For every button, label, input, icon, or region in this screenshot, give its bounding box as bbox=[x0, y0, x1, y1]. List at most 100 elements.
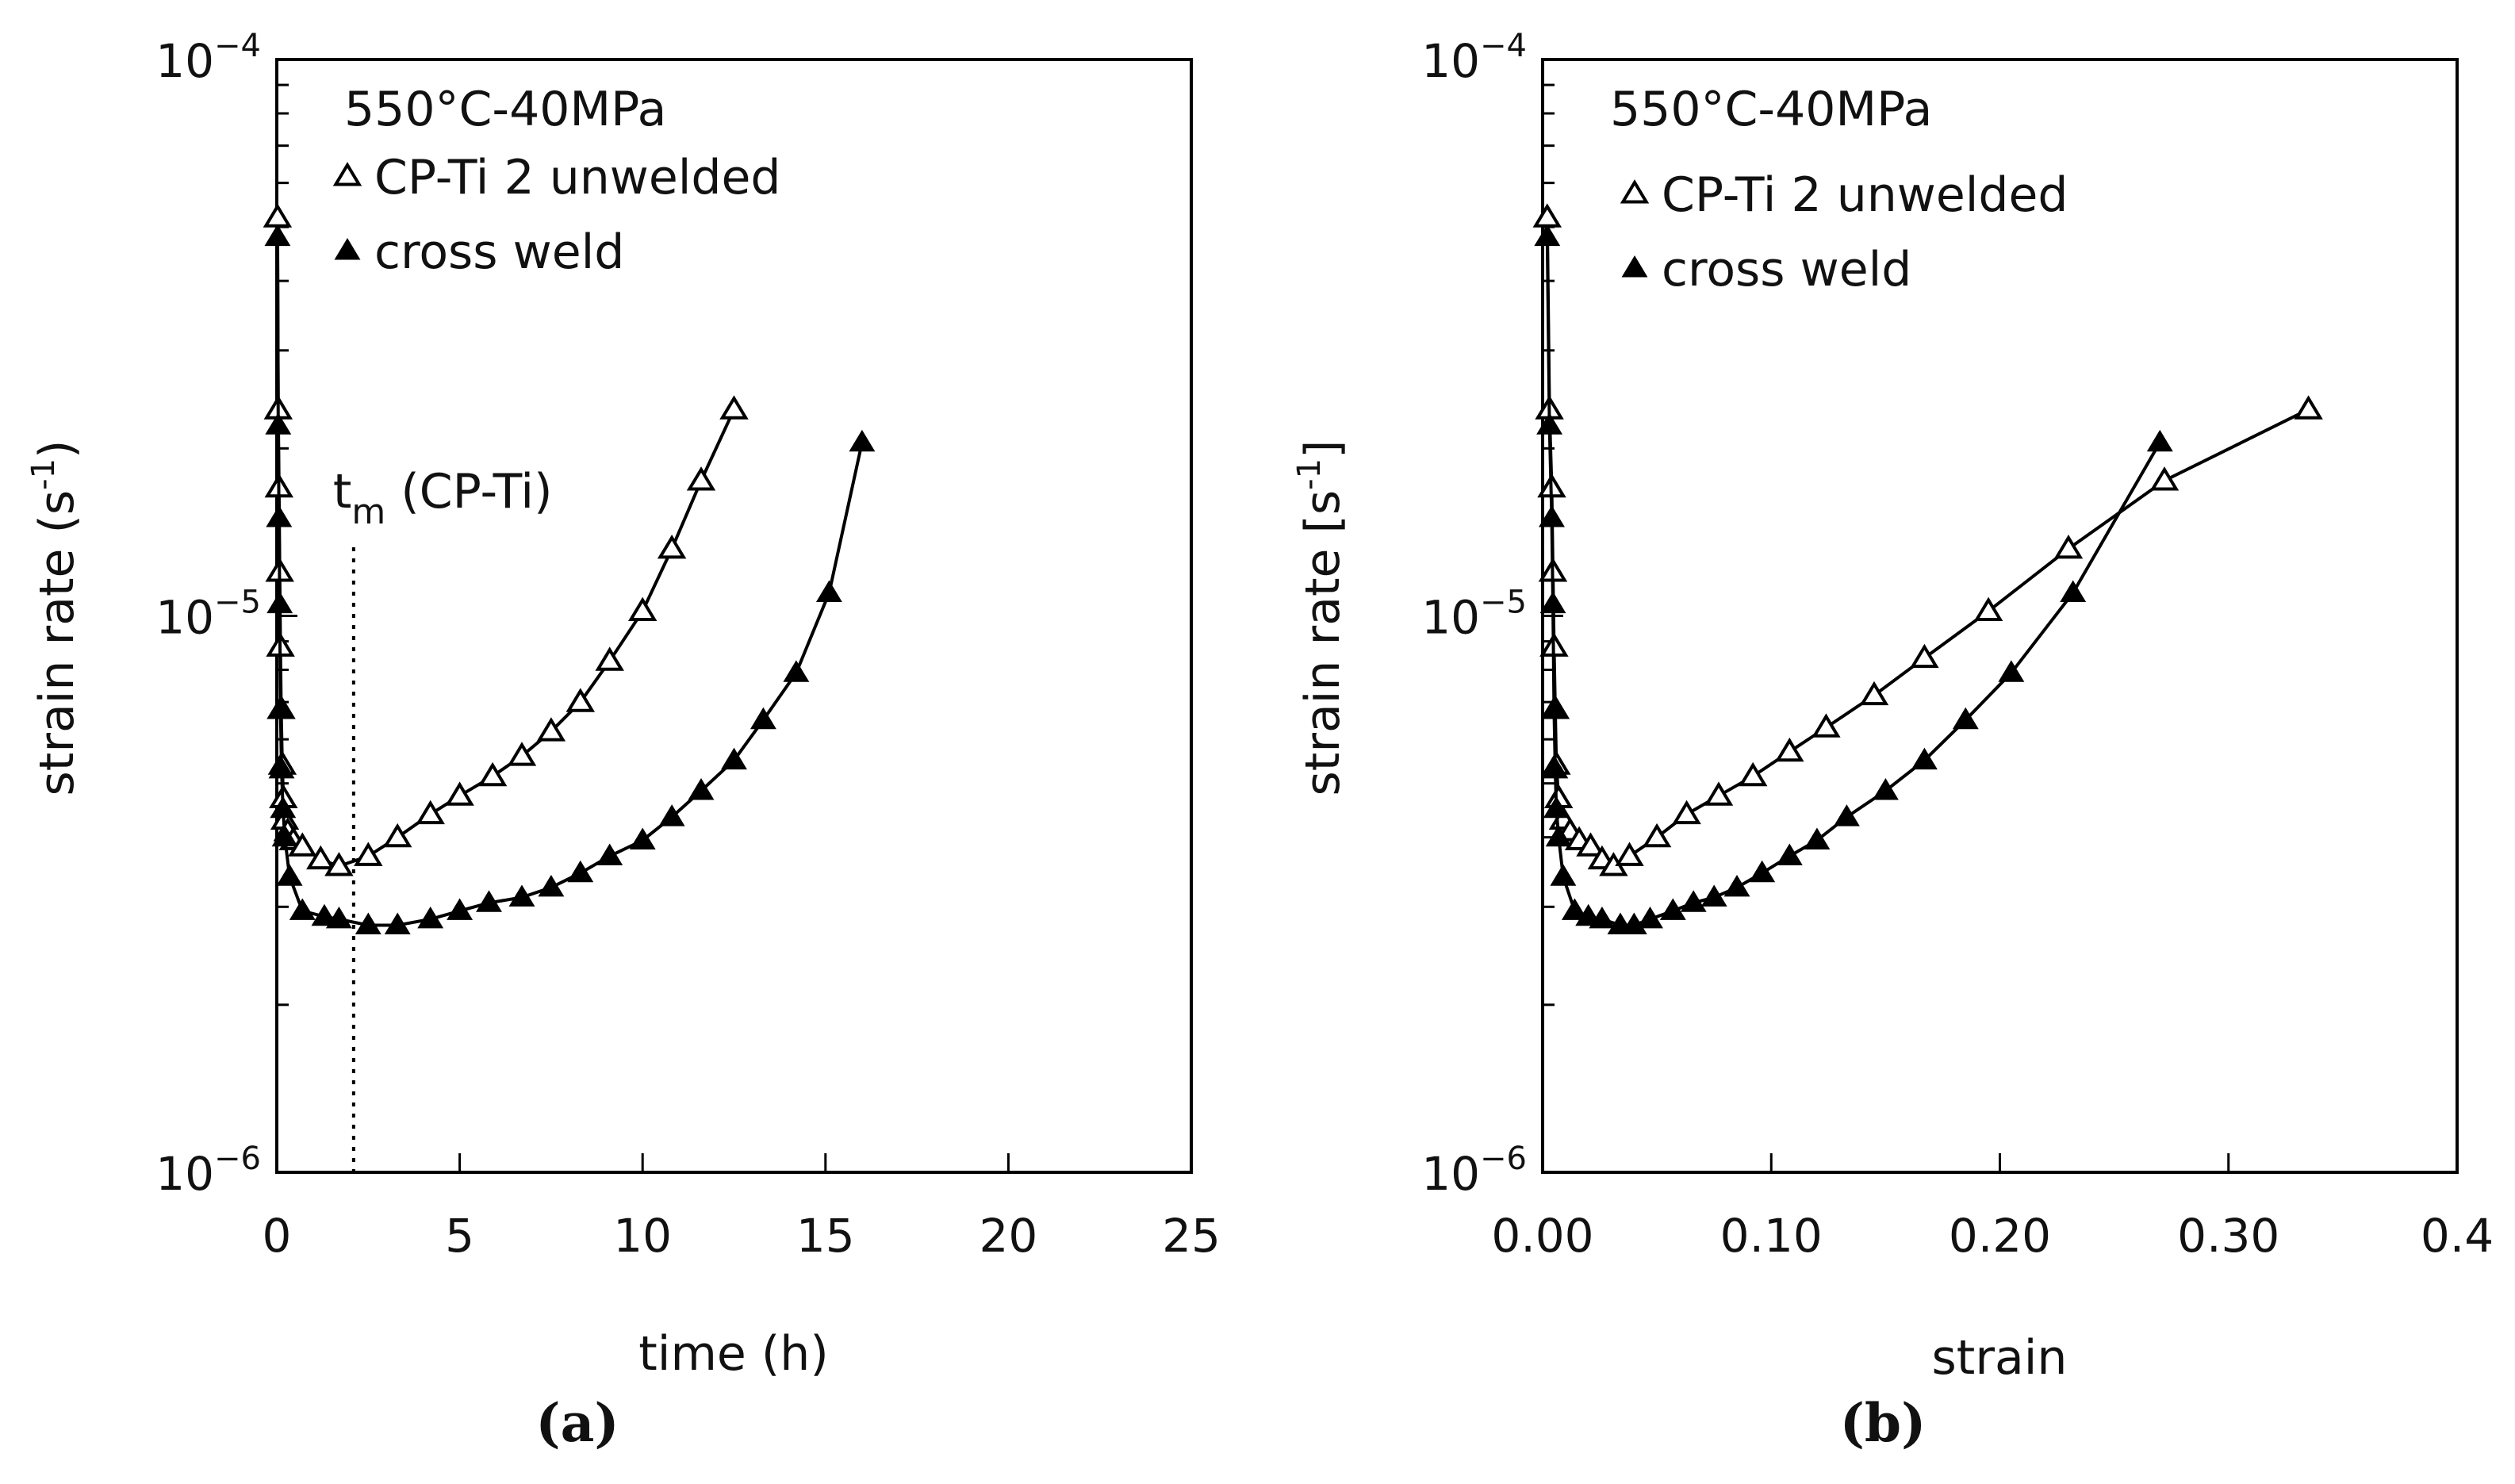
panel-a-series-cross-weld-point bbox=[417, 906, 444, 929]
panel-a-series-cross-weld-point bbox=[815, 580, 842, 602]
panel-b-x-tick-label: 0.4 bbox=[2421, 1209, 2494, 1263]
panel-b-series-cross-weld-point bbox=[1540, 696, 1567, 719]
panel-b-caption: (b) bbox=[1840, 1392, 1927, 1454]
panel-a-legend-label-unwelded: CP-Ti 2 unwelded bbox=[374, 150, 781, 205]
panel-a-x-axis-label: time (h) bbox=[638, 1326, 828, 1382]
panel-a-series-cross-weld-point bbox=[596, 843, 623, 865]
panel-b-legend-filled-triangle-marker bbox=[1621, 255, 1648, 278]
panel-b-series-unwelded-point bbox=[1672, 800, 1701, 825]
panel-a-series-cross-weld-point bbox=[325, 906, 352, 929]
panel-a-series-unwelded-point bbox=[324, 852, 354, 876]
panel-a-series-cross-weld-point bbox=[355, 912, 381, 934]
panel-b-series-unwelded-point bbox=[1532, 203, 1562, 228]
panel-a-series-cross-weld-point bbox=[267, 696, 294, 719]
panel-a-series-cross-weld-point bbox=[268, 756, 295, 779]
panel-b-series-cross-weld-point bbox=[1700, 884, 1727, 907]
panel-b-series-cross-weld-point bbox=[2060, 580, 2087, 602]
panel-b-series-cross-weld-point bbox=[1872, 778, 1899, 800]
panel-a-series-cross-weld-point bbox=[270, 796, 297, 819]
panel-b-y-tick-label: 10−4 bbox=[1421, 28, 1527, 88]
panel-b-series-cross-weld-point bbox=[1952, 707, 1979, 730]
panel-a-series-cross-weld-point bbox=[658, 804, 685, 826]
panel-a-series-cross-weld-point bbox=[783, 660, 810, 682]
panel-b-series-cross-weld-point bbox=[1550, 864, 1577, 886]
panel-b-series-unwelded-point bbox=[1859, 681, 1889, 706]
panel-a-series-cross-weld-point bbox=[266, 505, 293, 527]
panel-b-x-tick-label: 0.10 bbox=[1720, 1209, 1823, 1263]
panel-b-y-tick-label: 10−6 bbox=[1421, 1141, 1527, 1201]
panel-a-y-tick-label: 10−4 bbox=[155, 28, 261, 88]
panel-a-condition-label: 550°C-40MPa bbox=[344, 82, 666, 137]
panel-b-series-cross-weld-point bbox=[1749, 860, 1776, 883]
panel-b-series-unwelded-point bbox=[1615, 842, 1644, 866]
panel-a-series-cross-weld-line bbox=[275, 236, 864, 927]
panel-b-x-tick-label: 0.00 bbox=[1491, 1209, 1593, 1263]
panel-a-series-cross-weld-point bbox=[384, 912, 411, 934]
panel-a-series-unwelded-point bbox=[477, 761, 508, 787]
panel-a-series-unwelded-point bbox=[595, 646, 624, 671]
panel-b-series-cross-weld-point bbox=[1536, 412, 1563, 435]
panel-b-series-cross-weld-point bbox=[1659, 898, 1686, 920]
panel-a-caption: (a) bbox=[535, 1392, 619, 1454]
panel-b-series-unwelded-point bbox=[2053, 535, 2084, 559]
panel-a-series-unwelded-line bbox=[275, 217, 736, 869]
panel-b-condition-label: 550°C-40MPa bbox=[1610, 82, 1932, 137]
panel-a-series-cross-weld-point bbox=[266, 591, 293, 614]
panel-b-series-unwelded-point bbox=[1775, 737, 1804, 762]
panel-a-y-tick-label: 10−5 bbox=[155, 585, 261, 645]
panel-a-series-cross-weld-point bbox=[849, 429, 876, 452]
panel-b-series-unwelded-point bbox=[2294, 395, 2323, 420]
panel-b-series-cross-weld-point bbox=[1680, 890, 1707, 912]
panel-a-y-tick-label: 10−6 bbox=[155, 1141, 261, 1201]
panel-a-series-unwelded-point bbox=[536, 717, 566, 742]
panel-a-series-unwelded-point bbox=[565, 688, 596, 712]
panel-a-x-tick-label: 5 bbox=[445, 1209, 474, 1263]
panel-b-series-unwelded-point bbox=[1576, 832, 1605, 857]
panel-a-series-cross-weld-point bbox=[271, 824, 298, 847]
panel-a-x-tick-label: 10 bbox=[613, 1209, 672, 1263]
panel-a-x-tick-label: 20 bbox=[979, 1209, 1037, 1263]
panel-b-legend-label-unwelded: CP-Ti 2 unwelded bbox=[1662, 167, 2068, 223]
panel-a-legend-label-cross-weld: cross weld bbox=[374, 224, 624, 280]
panel-a-series-cross-weld-point bbox=[538, 874, 565, 897]
panel-a-series-cross-weld-point bbox=[629, 827, 656, 849]
panel-a-series-cross-weld-point bbox=[567, 860, 594, 883]
panel-a-tm-annotation: tm (CP-Ti) bbox=[333, 464, 553, 532]
panel-b-series-cross-weld-point bbox=[1561, 898, 1588, 920]
panel-a-x-tick-label: 0 bbox=[263, 1209, 292, 1263]
panel-b-series-cross-weld-point bbox=[1637, 906, 1663, 929]
panel-b-series-unwelded-point bbox=[1910, 643, 1939, 669]
panel-a-x-tick-label: 15 bbox=[796, 1209, 855, 1263]
panel-a-series-cross-weld-point bbox=[276, 864, 303, 886]
panel-a-series-cross-weld-point bbox=[688, 778, 715, 800]
panel-b-series-cross-weld-point bbox=[1534, 224, 1561, 247]
panel-b-series-cross-weld-point bbox=[1539, 591, 1566, 614]
panel-b-series-unwelded-point bbox=[2149, 466, 2180, 491]
panel-a-legend-open-triangle-marker bbox=[332, 162, 362, 186]
panel-b-series-cross-weld-point bbox=[1539, 505, 1565, 527]
panel-b-y-tick-label: 10−5 bbox=[1421, 585, 1527, 645]
panel-a-series-unwelded-point bbox=[263, 203, 293, 228]
panel-a-series-unwelded-point bbox=[507, 742, 537, 766]
panel-b-series-unwelded-point bbox=[1738, 761, 1768, 787]
panel-b-series-unwelded-point bbox=[1642, 823, 1672, 848]
panel-b-series-cross-weld-point bbox=[1804, 827, 1831, 849]
panel-a-series-cross-weld-point bbox=[476, 890, 502, 912]
panel-b-y-axis-label: strain rate [s-1] bbox=[1291, 440, 1351, 796]
panel-b-legend-label-cross-weld: cross weld bbox=[1662, 242, 1911, 297]
panel-b-series-cross-weld-point bbox=[1589, 906, 1616, 929]
panel-b-series-cross-weld-point bbox=[1998, 660, 2025, 682]
panel-b-series-cross-weld-point bbox=[1911, 747, 1938, 770]
panel-a-series-cross-weld-point bbox=[721, 747, 747, 770]
panel-b-series-unwelded-point bbox=[1704, 781, 1734, 806]
panel-b-series-cross-weld-point bbox=[2146, 429, 2173, 452]
panel-a-series-unwelded-point bbox=[416, 800, 445, 825]
panel-a-series-unwelded-point bbox=[686, 466, 716, 491]
panel-a-series-unwelded-point bbox=[657, 535, 687, 559]
panel-a-x-tick-label: 25 bbox=[1162, 1209, 1221, 1263]
panel-a-y-axis-label: strain rate (s-1) bbox=[25, 440, 85, 796]
panel-a-series-unwelded-point bbox=[306, 845, 335, 870]
panel-a-series-cross-weld-point bbox=[265, 412, 292, 435]
panel-a-series-cross-weld-point bbox=[750, 707, 776, 730]
panel-a-series-cross-weld-point bbox=[447, 898, 473, 920]
